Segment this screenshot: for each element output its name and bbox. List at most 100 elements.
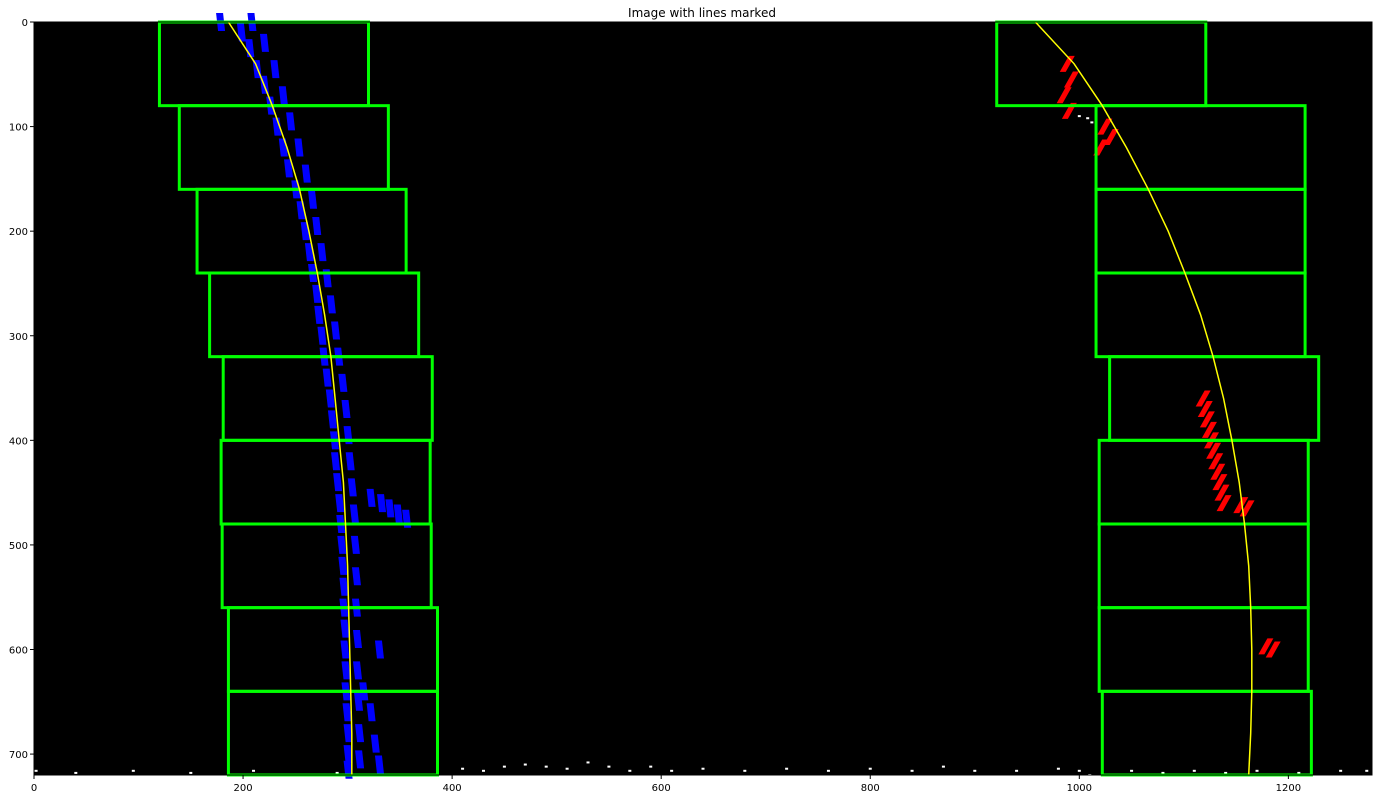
other-pixel-mark [481,769,485,772]
left-lane-pixel-mark [355,750,365,769]
left-lane-pixel-mark [349,504,359,523]
x-tick-label: 600 [652,783,671,794]
left-lane-pixel-mark [272,117,282,136]
left-lane-pixel-mark [312,216,322,235]
left-lane-pixel-mark [270,60,280,79]
other-pixel-mark [743,769,747,772]
left-lane-pixel-mark [340,619,350,638]
left-lane-pixel-mark [337,535,347,554]
fit-lines-layer [227,21,1253,776]
other-pixel-mark [1077,769,1081,772]
other-pixel-mark [1365,769,1369,772]
y-tick-label: 200 [9,227,28,238]
other-pixel-mark [1015,769,1019,772]
other-pixel-mark [1192,769,1196,772]
other-pixel-mark [1077,115,1081,118]
other-pixel-mark [910,769,914,772]
right-lane-pixel-mark [1233,497,1249,514]
left-lane-pixel-mark [326,295,336,314]
left-lane-pixel-mark [301,164,311,183]
left-lane-pixel-mark [314,305,324,324]
left-lane-pixel-mark [347,478,357,497]
x-tick-label: 200 [234,783,253,794]
left-lane-pixel-mark [354,692,364,711]
left-lane-pixel-mark [353,630,363,649]
left-lane-pixel-mark [286,112,296,131]
other-pixel-mark [973,769,977,772]
plot-frame [33,21,1373,776]
right-lane-pixel-mark [1201,421,1217,438]
y-tick-label: 0 [22,18,28,29]
right-lane-pixel-mark [1210,463,1226,480]
right-lane-pixel-mark [1214,484,1230,501]
other-pixel-mark [74,771,78,774]
left-lane-pixel-mark [284,159,294,178]
plot-area [34,22,1372,775]
left-lane-pixel-mark [374,755,384,774]
right-lane-pixel-mark [1103,129,1119,146]
right-lane-pixel-mark [1097,118,1113,135]
left-lane-pixel-mark [374,640,384,659]
y-tick-label: 600 [9,646,28,657]
x-tick-label: 1000 [1067,783,1092,794]
other-pixel-mark [544,765,548,768]
y-tick-label: 500 [9,541,28,552]
left-lane-pixel-mark [327,410,337,429]
y-tick-label: 100 [9,123,28,134]
left-lane-pixel-mark [377,494,387,513]
other-pixel-mark [785,767,789,770]
left-fit-line [227,21,353,775]
left-lane-pixel-mark [351,567,361,586]
other-pixel-mark [607,765,611,768]
other-pixel-mark [34,769,38,772]
other-pixel-mark [1255,769,1259,772]
x-axis: 0 200 400 600 800 1000 1200 [31,775,1301,794]
y-axis: 0 100 200 300 400 500 600 700 [9,18,34,761]
right-lane-pixel-mark [1208,453,1224,470]
left-lane-pixel-mark [343,724,353,743]
right-fit-line [1034,21,1253,776]
other-pixel-mark [1056,767,1060,770]
other-pixel-mark [941,765,945,768]
x-tick-label: 0 [31,783,37,794]
left-lane-pixel-mark [317,243,327,262]
y-tick-label: 700 [9,750,28,761]
right-lane-pixel-mark [1212,474,1228,491]
other-pixel-mark [826,769,830,772]
x-tick-label: 400 [443,783,462,794]
right-lane-pixel-mark [1258,638,1274,655]
other-pixel-mark [461,767,465,770]
right-lane-pixel-mark [1216,495,1232,512]
other-pixel-mark [1224,771,1228,774]
y-tick-label: 300 [9,332,28,343]
left-lane-pixel-mark [335,494,345,513]
left-lane-pixel-mark [278,86,288,105]
right-lane-pixel-mark [1265,641,1281,658]
other-pixel-mark [628,769,632,772]
other-pixel-mark [1161,771,1165,774]
right-lane-pixel-mark [1063,71,1079,88]
left-lane-pixel-mark [345,452,355,471]
left-lane-pixel-mark [339,577,349,596]
other-pixel-mark [701,767,705,770]
left-lane-pixel-mark [343,745,353,764]
left-lane-pixel-mark [366,703,376,722]
left-lane-pixel-mark [385,499,395,518]
x-tick-label: 800 [861,783,880,794]
other-pixel-mark [252,769,256,772]
other-pixel-mark [586,761,590,764]
y-tick-label: 400 [9,436,28,447]
left-lane-pixel-mark [355,724,365,743]
other-pixel-mark [502,765,506,768]
left-lane-pixel-mark [322,368,332,387]
left-lane-pixel-mark [236,23,246,42]
right-lane-pixel-mark [1056,87,1072,104]
x-tick-label: 1200 [1276,783,1301,794]
left-lane-pixel-mark [333,473,343,492]
other-pixel-mark [1297,771,1301,774]
other-pixel-mark [670,769,674,772]
left-lane-pixel-mark [312,284,322,303]
left-lane-pixel-mark [317,326,327,345]
left-lane-pixel-mark [353,661,363,680]
